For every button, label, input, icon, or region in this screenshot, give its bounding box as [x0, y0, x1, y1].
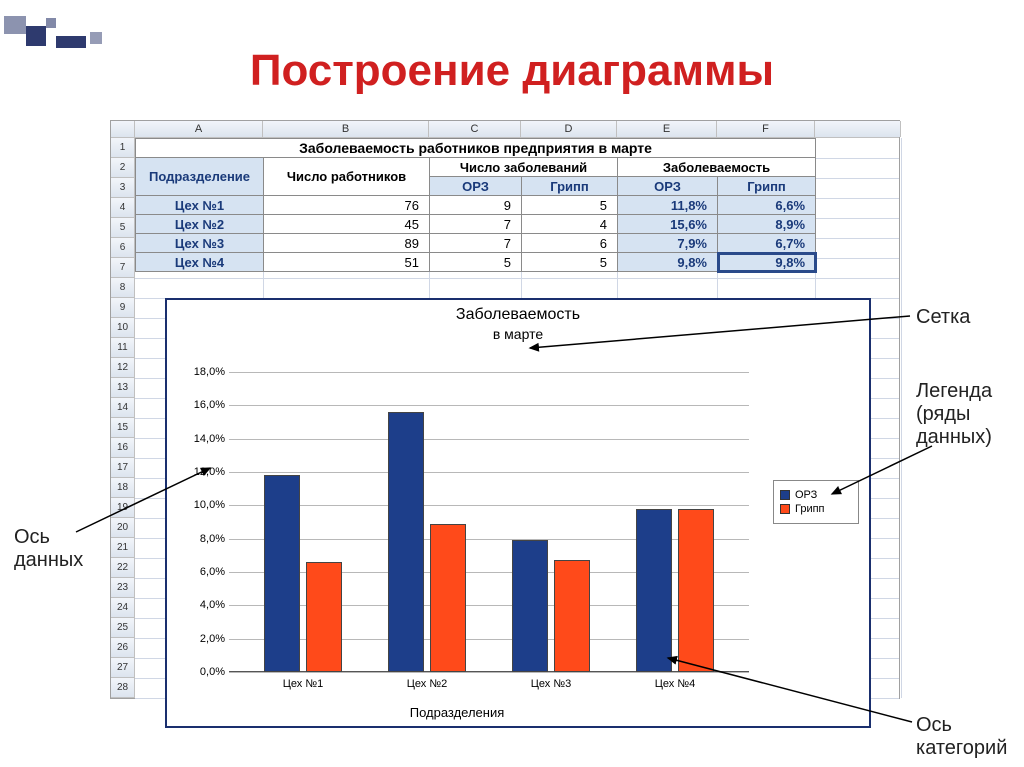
legend-label-orz: ОРЗ	[795, 489, 817, 501]
annotation-x-axis: Ось категорий	[916, 714, 1007, 760]
hdr-count-group: Число заболеваний	[430, 158, 618, 177]
category-label: Цех №4	[655, 678, 696, 690]
annotation-legend: Легенда (ряды данных)	[916, 380, 992, 449]
chart-x-axis-title: Подразделения	[167, 705, 747, 720]
col-header-b: B	[263, 121, 429, 137]
col-header-e: E	[617, 121, 717, 137]
category-label: Цех №1	[283, 678, 324, 690]
spreadsheet-region: A B C D E F 1234567891011121314151617181…	[110, 120, 900, 699]
bar	[264, 475, 300, 672]
chart-legend: ОРЗ Грипп	[773, 480, 859, 524]
table-row: Цех №2 45 7 4 15,6% 8,9%	[136, 215, 816, 234]
legend-swatch-gripp	[780, 504, 790, 514]
chart-subtitle: в марте	[167, 326, 869, 342]
annotation-grid: Сетка	[916, 306, 970, 329]
bar	[512, 540, 548, 672]
hdr-division: Подразделение	[136, 158, 264, 196]
col-header-a: A	[135, 121, 263, 137]
legend-label-gripp: Грипп	[795, 503, 825, 515]
active-cell[interactable]: 9,8%	[718, 253, 816, 272]
table-row: Цех №3 89 7 6 7,9% 6,7%	[136, 234, 816, 253]
table-title: Заболеваемость работников предприятия в …	[136, 139, 816, 158]
bar	[636, 509, 672, 672]
hdr-gripp2: Грипп	[718, 177, 816, 196]
table-row: Цех №1 76 9 5 11,8% 6,6%	[136, 196, 816, 215]
data-table: Заболеваемость работников предприятия в …	[135, 138, 815, 272]
column-headers-row: A B C D E F	[111, 121, 899, 138]
hdr-rate-group: Заболеваемость	[618, 158, 816, 177]
table-row: Цех №4 51 5 5 9,8% 9,8%	[136, 253, 816, 272]
bar	[430, 524, 466, 672]
hdr-orz: ОРЗ	[430, 177, 522, 196]
col-header-f: F	[717, 121, 815, 137]
category-label: Цех №3	[531, 678, 572, 690]
row-numbers: 1234567891011121314151617181920212223242…	[111, 138, 135, 698]
col-header-d: D	[521, 121, 617, 137]
chart-title: Заболеваемость	[167, 306, 869, 324]
bar	[678, 509, 714, 672]
category-label: Цех №2	[407, 678, 448, 690]
bar	[554, 560, 590, 672]
hdr-orz2: ОРЗ	[618, 177, 718, 196]
chart-plot-area: 0,0%2,0%4,0%6,0%8,0%10,0%12,0%14,0%16,0%…	[229, 372, 749, 672]
slide-title: Построение диаграммы	[0, 46, 1024, 96]
legend-swatch-orz	[780, 490, 790, 500]
hdr-workers: Число работников	[264, 158, 430, 196]
annotation-y-axis: Ось данных	[14, 526, 83, 572]
col-header-c: C	[429, 121, 521, 137]
hdr-gripp: Грипп	[522, 177, 618, 196]
bar	[306, 562, 342, 672]
bar	[388, 412, 424, 672]
chart[interactable]: Заболеваемость в марте 0,0%2,0%4,0%6,0%8…	[165, 298, 871, 728]
